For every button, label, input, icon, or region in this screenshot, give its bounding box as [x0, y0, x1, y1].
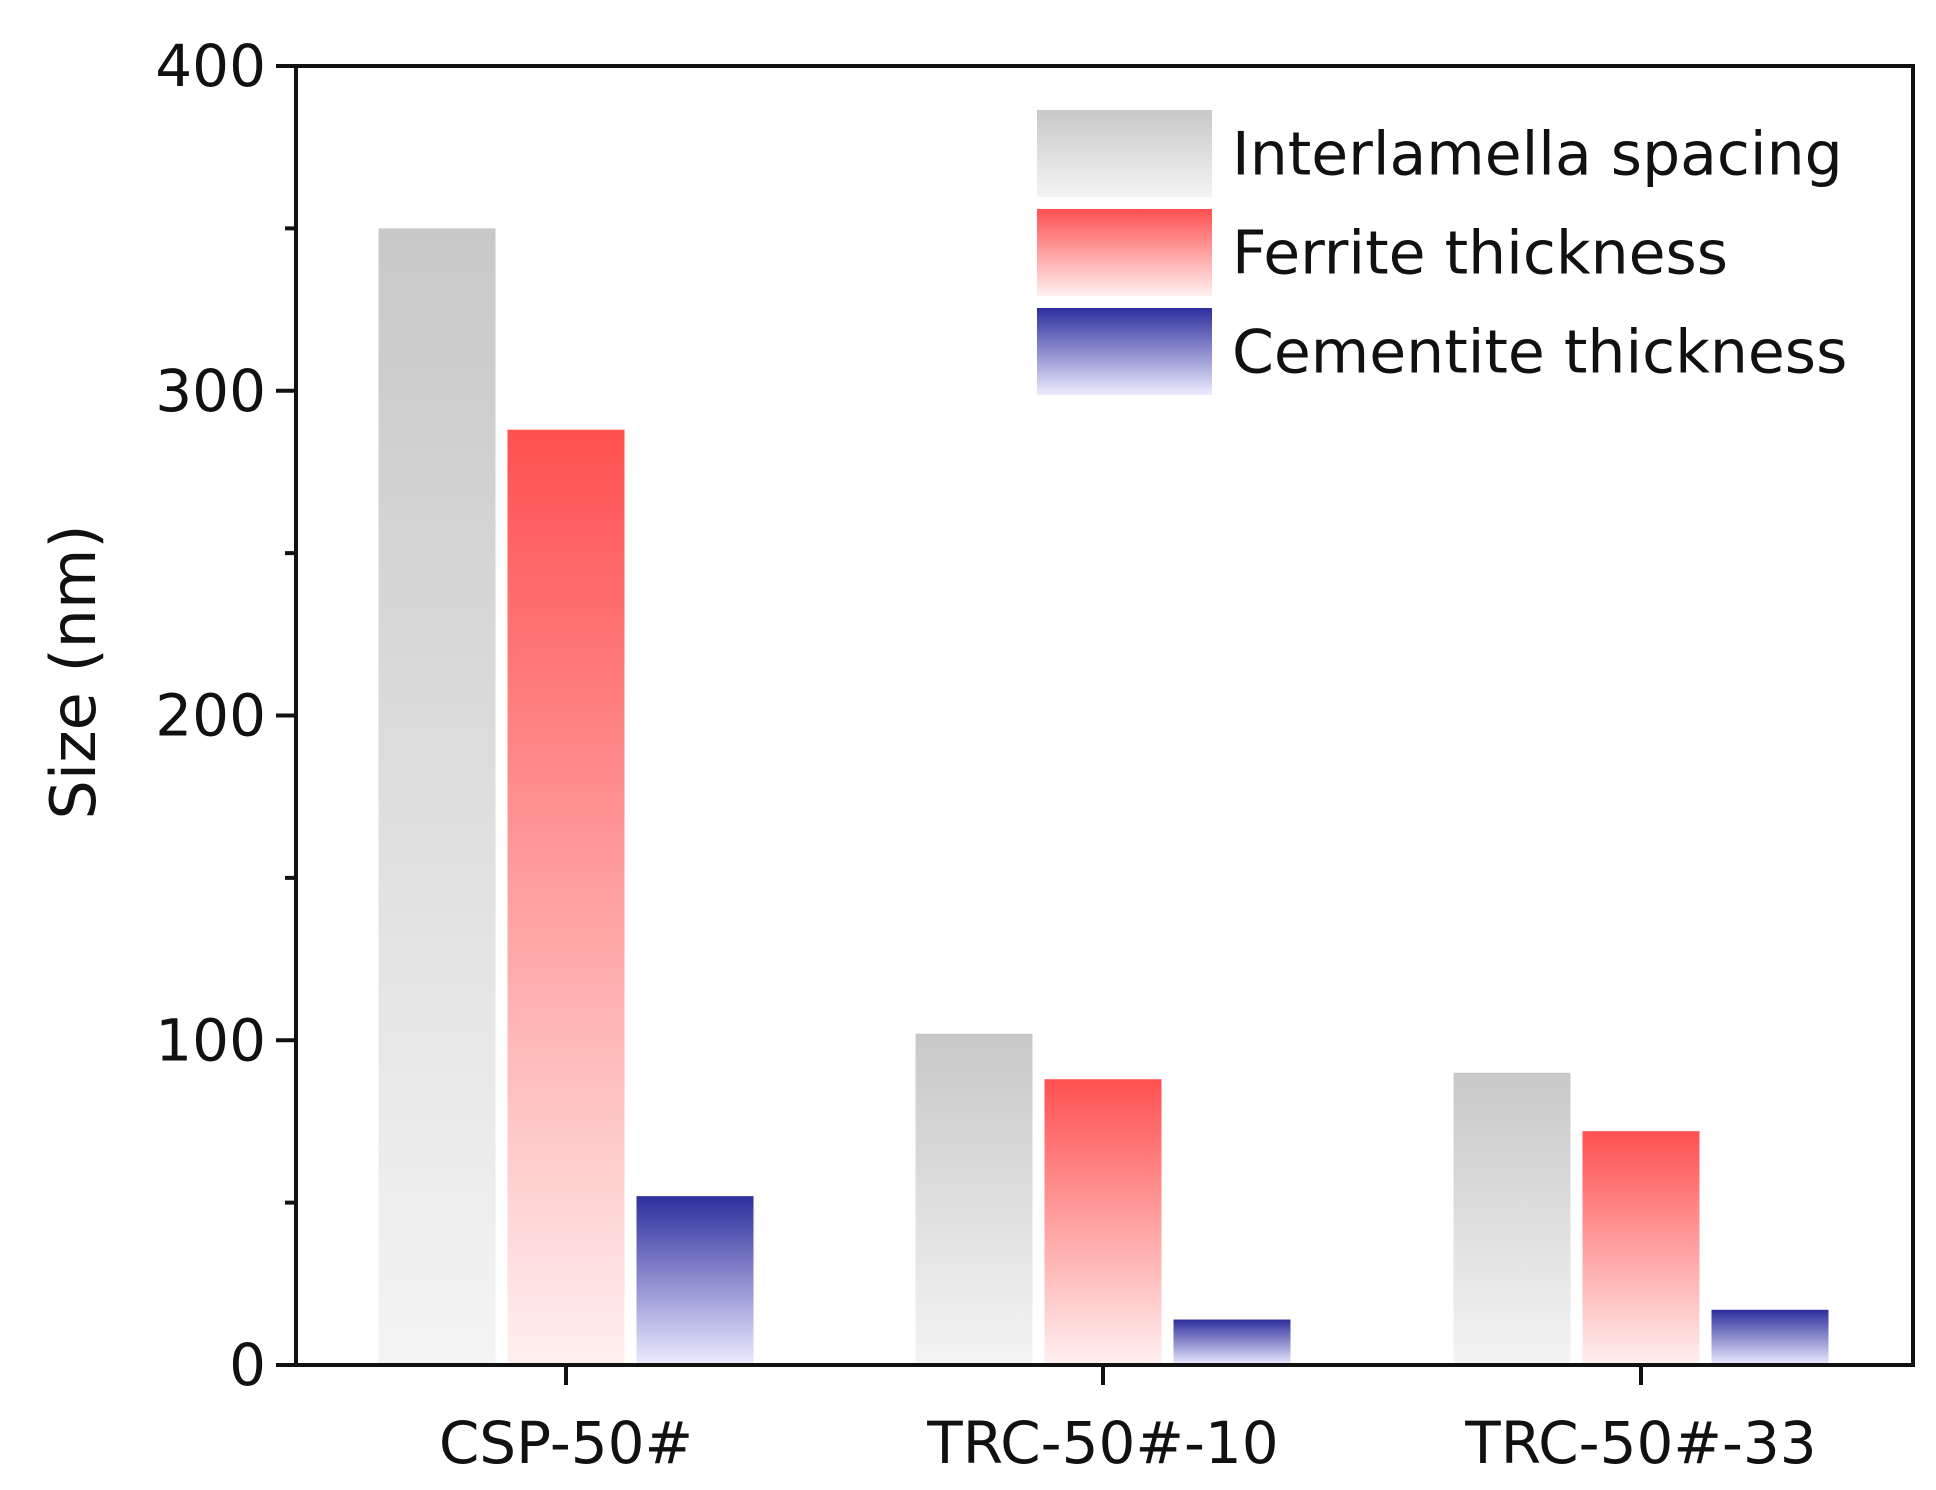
bar-cementite-thickness-trc-50-33: [1711, 1309, 1829, 1365]
bar-ferrite-thickness-trc-50-10: [1044, 1079, 1162, 1365]
legend-label-ferrite-thickness: Ferrite thickness: [1232, 219, 1728, 289]
y-axis: 0 100 200 300 400: [155, 32, 296, 1399]
bar-ferrite-thickness-trc-50-33: [1582, 1131, 1700, 1365]
x-axis: CSP-50# TRC-50#-10 TRC-50#-33: [439, 1365, 1817, 1477]
legend-swatch-ferrite-thickness: [1037, 209, 1212, 296]
x-tick-label-trc-50-33: TRC-50#-33: [1464, 1409, 1816, 1477]
legend-swatch-interlamella-spacing: [1037, 110, 1212, 197]
bar-cementite-thickness-csp-50-: [636, 1196, 754, 1365]
legend-label-interlamella-spacing: Interlamella spacing: [1232, 120, 1843, 190]
bar-interlamella-spacing-trc-50-33: [1453, 1072, 1571, 1365]
legend-label-cementite-thickness: Cementite thickness: [1232, 318, 1847, 388]
legend-swatch-cementite-thickness: [1037, 308, 1212, 395]
x-tick-label-trc-50-10: TRC-50#-10: [926, 1409, 1278, 1477]
bar-interlamella-spacing-csp-50-: [378, 228, 496, 1365]
bar-interlamella-spacing-trc-50-10: [915, 1033, 1033, 1365]
bar-cementite-thickness-trc-50-10: [1173, 1319, 1291, 1365]
bars-layer: [378, 228, 1829, 1366]
y-tick-label-0: 0: [229, 1331, 266, 1399]
y-tick-label-400: 400: [155, 32, 266, 100]
y-tick-label-100: 100: [155, 1006, 266, 1074]
y-axis-title: Size (nm): [37, 524, 110, 819]
y-tick-label-200: 200: [155, 682, 266, 750]
x-tick-label-csp-50-: CSP-50#: [439, 1409, 693, 1477]
legend: Interlamella spacing Ferrite thickness Cem…: [1037, 110, 1847, 395]
y-tick-label-300: 300: [155, 357, 266, 425]
bar-ferrite-thickness-csp-50-: [507, 429, 625, 1366]
